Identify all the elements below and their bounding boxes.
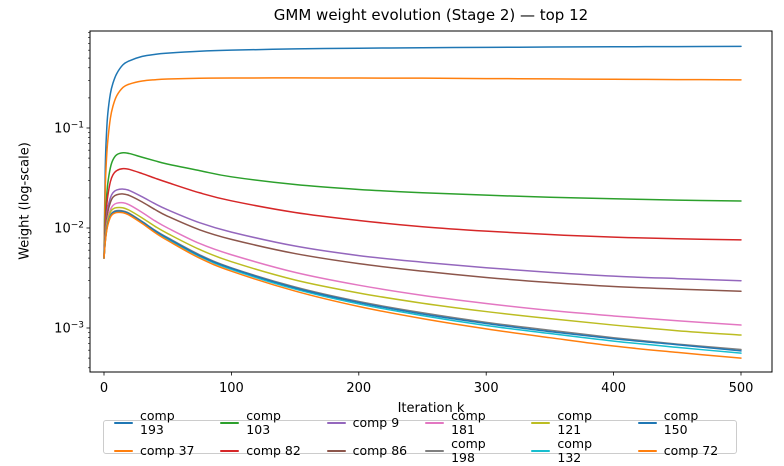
series-line-comp-121	[103, 206, 742, 336]
legend-line-swatch	[114, 422, 133, 424]
legend-line-swatch	[425, 450, 445, 452]
legend-label: comp 86	[352, 443, 408, 458]
x-tick-label: 200	[346, 381, 371, 396]
legend-label: comp 198	[451, 436, 486, 465]
legend-label: comp 82	[246, 443, 301, 458]
legend-label: comp 72	[663, 443, 719, 458]
legend-item-comp-181: comp 181	[425, 409, 513, 437]
legend-label: comp 37	[140, 443, 195, 458]
series-line-comp-72	[103, 211, 742, 359]
legend-line-swatch	[114, 450, 133, 452]
legend-line-swatch	[531, 422, 551, 424]
legend-line-swatch	[220, 422, 240, 424]
legend-item-comp-82: comp 82	[220, 437, 308, 465]
legend-label: comp 121	[557, 408, 593, 437]
legend-item-comp-72: comp 72	[637, 437, 726, 465]
chart-title: GMM weight evolution (Stage 2) — top 12	[273, 6, 589, 24]
legend-item-comp-86: comp 86	[326, 437, 408, 465]
legend-label: comp 193	[140, 408, 175, 437]
y-tick-label: 10−3	[54, 321, 84, 337]
y-tick-label: 10−2	[54, 221, 84, 237]
series-line-comp-86	[103, 193, 742, 293]
legend-item-comp-198: comp 198	[425, 437, 513, 465]
x-tick-label: 400	[601, 381, 626, 396]
axes-frame	[89, 30, 773, 373]
legend-label: comp 181	[451, 408, 486, 437]
legend-line-swatch	[220, 450, 240, 452]
legend-line-swatch	[425, 422, 445, 424]
legend-item-comp-103: comp 103	[220, 409, 308, 437]
series-line-comp-103	[103, 151, 742, 259]
legend-item-comp-150: comp 150	[637, 408, 726, 437]
x-tick-label: 0	[100, 381, 108, 396]
x-tick-label: 500	[729, 381, 754, 396]
series-line-comp-181	[103, 201, 742, 326]
series-line-comp-150	[103, 210, 742, 352]
legend-line-swatch	[637, 422, 657, 424]
y-tick-label: 10−1	[54, 121, 84, 137]
x-tick-label: 300	[474, 381, 499, 396]
series-line-comp-193	[103, 45, 742, 259]
legend-line-swatch	[326, 422, 346, 424]
series-line-comp-9	[103, 188, 742, 282]
series-line-comp-132	[103, 210, 742, 354]
legend-item-comp-121: comp 121	[531, 409, 619, 437]
legend-line-swatch	[531, 450, 551, 452]
legend: comp 193 comp 37 comp 103 comp 82 comp 9 comp…	[103, 409, 737, 465]
legend-item-comp-132: comp 132	[531, 437, 619, 465]
legend-line-swatch	[637, 450, 657, 452]
x-tick-label: 100	[219, 381, 244, 396]
legend-line-swatch	[326, 450, 346, 452]
legend-label: comp 103	[246, 408, 281, 437]
x-axis-label: Iteration k	[397, 401, 465, 416]
legend-label: comp 9	[352, 415, 400, 430]
legend-label: comp 150	[663, 408, 699, 437]
y-axis-label: Weight (log-scale)	[17, 142, 33, 260]
legend-item-comp-37: comp 37	[114, 437, 202, 465]
legend-item-comp-193: comp 193	[114, 409, 202, 437]
series-line-comp-37	[103, 77, 742, 259]
legend-label: comp 132	[557, 436, 593, 465]
legend-item-comp-9: comp 9	[326, 409, 408, 437]
series-line-comp-82	[103, 167, 742, 259]
